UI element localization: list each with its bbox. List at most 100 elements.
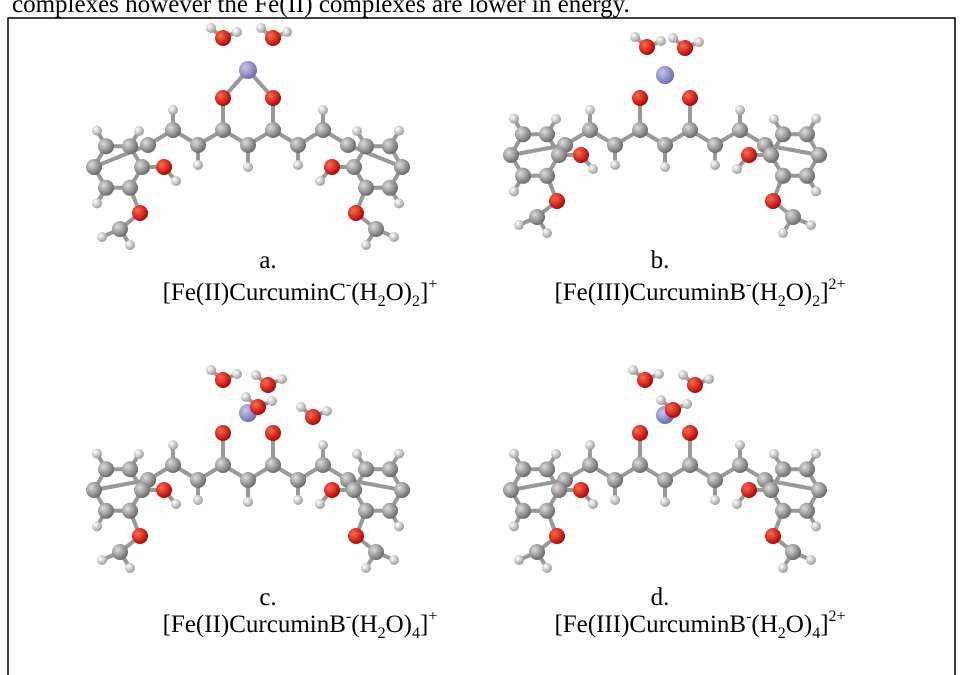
atom: [732, 499, 742, 509]
atom: [529, 209, 545, 225]
atom: [132, 528, 148, 544]
atom: [707, 137, 723, 153]
atom: [168, 440, 178, 450]
atom: [168, 105, 178, 115]
atom: [265, 457, 281, 473]
atom: [551, 482, 567, 498]
atom: [171, 176, 181, 186]
atom: [656, 66, 674, 84]
atom: [98, 503, 114, 519]
atom: [324, 482, 340, 498]
atom: [769, 449, 779, 459]
atom: [607, 137, 623, 153]
atom: [134, 159, 150, 175]
atom: [290, 137, 306, 153]
atom: [282, 27, 292, 37]
atom: [389, 555, 399, 565]
atom: [710, 495, 720, 505]
atom: [775, 461, 791, 477]
formula-part: 4: [812, 625, 820, 642]
atom: [539, 126, 555, 142]
atom: [677, 40, 693, 56]
atom: [811, 482, 827, 498]
atom: [340, 137, 356, 153]
atom: [503, 482, 519, 498]
atom: [549, 528, 565, 544]
atom: [382, 180, 398, 196]
atom: [193, 495, 203, 505]
formula-part: ]: [820, 279, 828, 306]
atom: [582, 457, 598, 473]
formula-part: (H: [751, 279, 777, 306]
atom: [348, 528, 364, 544]
atom: [607, 472, 623, 488]
atom: [735, 440, 745, 450]
atom: [665, 402, 681, 418]
atom: [799, 126, 815, 142]
atom: [348, 205, 364, 221]
atom: [215, 30, 231, 46]
formula: [Fe(III)CurcuminB-(H2O)2]2+: [554, 276, 845, 310]
atom: [765, 193, 781, 209]
atom: [660, 162, 670, 172]
atom: [171, 499, 181, 509]
formula-part: 4: [412, 625, 420, 642]
atom: [293, 160, 303, 170]
formula-part: 2: [778, 625, 786, 642]
formula-part: [Fe(II)CurcuminB: [163, 611, 346, 638]
atom: [741, 147, 757, 163]
atom: [112, 544, 128, 560]
atom: [710, 160, 720, 170]
atom: [98, 461, 114, 477]
formula-part: O): [386, 611, 412, 638]
atom: [741, 482, 757, 498]
atom: [277, 374, 287, 384]
formula-part: O): [786, 611, 812, 638]
atom: [97, 555, 107, 565]
atom: [251, 370, 261, 380]
atom: [509, 449, 519, 459]
atom: [769, 114, 779, 124]
atom: [682, 399, 692, 409]
atom: [515, 126, 531, 142]
atom: [265, 90, 281, 106]
atom: [241, 392, 251, 402]
atom: [394, 126, 404, 136]
atom: [215, 457, 231, 473]
atom: [98, 138, 114, 154]
atom: [657, 137, 673, 153]
atom: [806, 555, 816, 565]
atom: [660, 497, 670, 507]
atom: [256, 23, 266, 33]
atom: [509, 114, 519, 124]
atom: [92, 198, 102, 208]
atom: [515, 168, 531, 184]
atom: [352, 126, 362, 136]
atom: [806, 220, 816, 230]
formula-part: ]: [820, 611, 828, 638]
atom: [134, 126, 144, 136]
atom: [632, 122, 648, 138]
atom: [811, 114, 821, 124]
atom: [539, 461, 555, 477]
atom: [361, 563, 371, 573]
figure: complexes however the Fe(II) complexes a…: [0, 0, 962, 675]
atom: [92, 126, 102, 136]
atom: [775, 126, 791, 142]
atom: [240, 137, 256, 153]
atom: [215, 425, 231, 441]
atom: [382, 138, 398, 154]
atom: [322, 406, 332, 416]
formula-part: O): [786, 279, 812, 306]
atom: [585, 440, 595, 450]
atom: [763, 482, 779, 498]
atom: [215, 90, 231, 106]
atom: [539, 503, 555, 519]
atom: [346, 482, 362, 498]
atom: [315, 499, 325, 509]
atom: [324, 159, 340, 175]
atom: [785, 209, 801, 225]
atom: [682, 122, 698, 138]
atom: [394, 198, 404, 208]
atom: [509, 521, 519, 531]
